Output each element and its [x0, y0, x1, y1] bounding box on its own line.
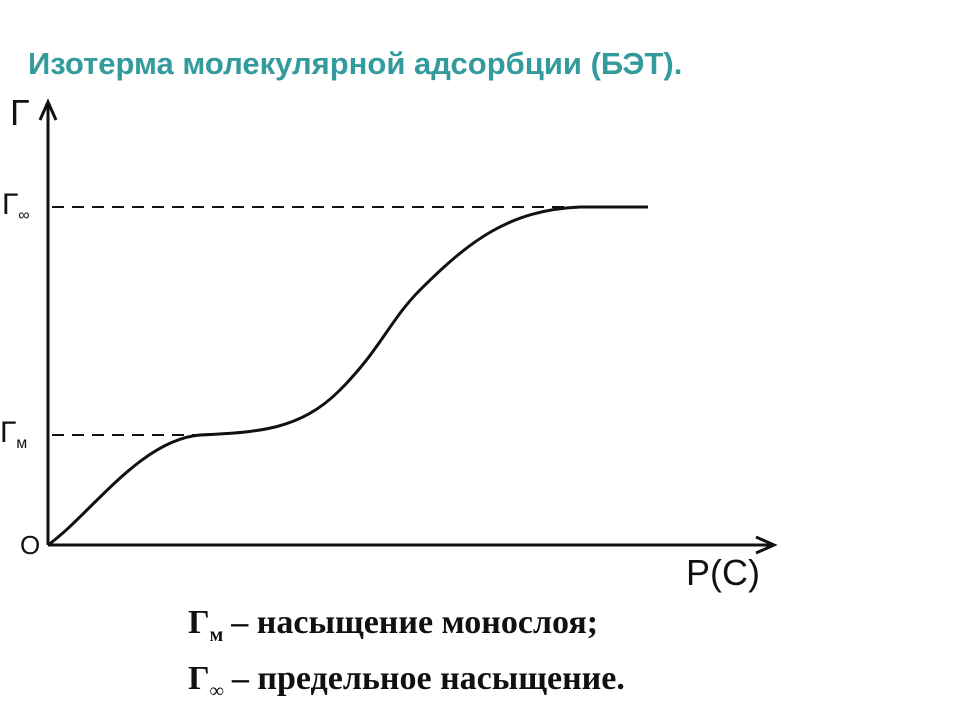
symbol: Г [0, 416, 17, 449]
origin-label: О [20, 530, 41, 560]
level-label: Гм [0, 416, 27, 453]
x-axis-label: Р(С) [686, 552, 760, 593]
subscript: м [209, 624, 224, 646]
y-arrow [38, 98, 58, 121]
x-arrow [755, 535, 778, 555]
note: Г∞ – предельное насыщение. [188, 660, 625, 703]
isotherm-curve [47, 205, 648, 547]
symbol: Г [2, 188, 19, 221]
subscript: м [16, 435, 28, 452]
note-text: – насыщение монослоя; [231, 604, 599, 641]
symbol: Г [188, 604, 210, 641]
level-label: Г∞ [2, 188, 30, 225]
title: Изотерма молекулярной адсорбции (БЭТ). [28, 46, 683, 81]
symbol: Г [188, 660, 210, 697]
subscript: ∞ [209, 680, 224, 702]
note: Гм – насыщение монослоя; [188, 604, 598, 647]
y-axis-label: Г [10, 92, 30, 133]
subscript: ∞ [18, 207, 30, 224]
note-text: – предельное насыщение. [231, 660, 625, 697]
